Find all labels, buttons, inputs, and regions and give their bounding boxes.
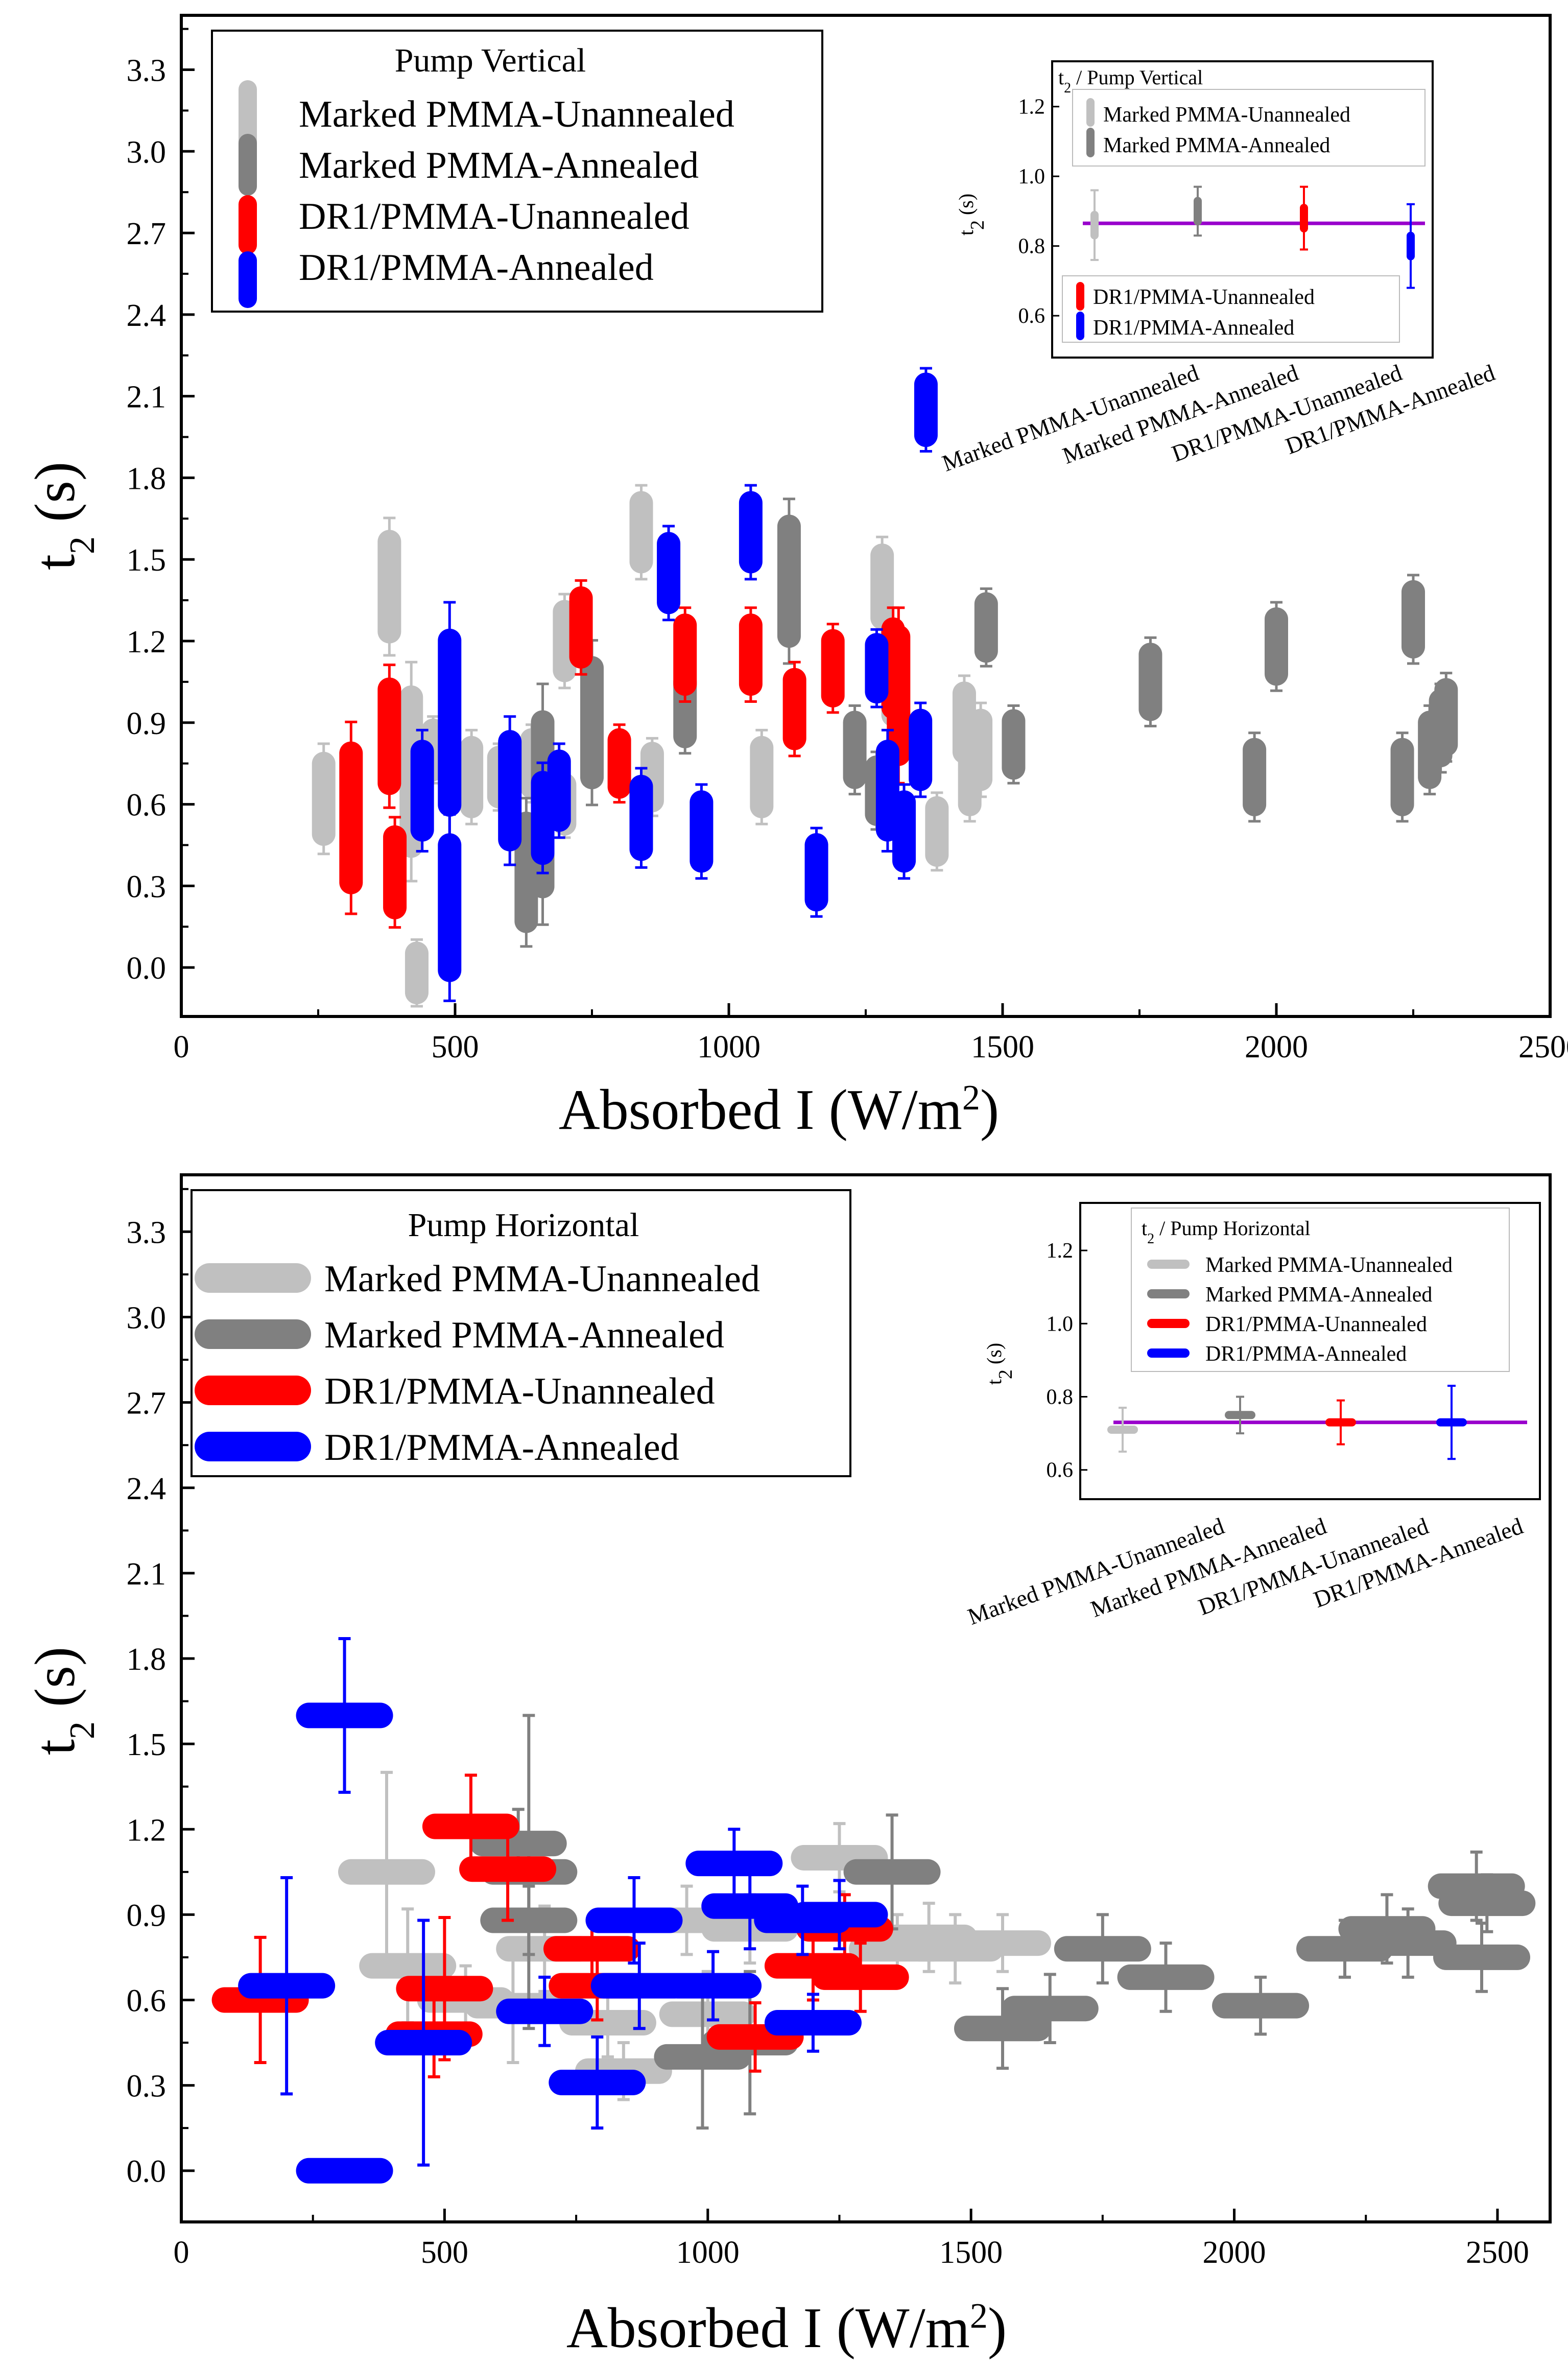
- x-tick-label: 2500: [1466, 2235, 1529, 2270]
- inset-legend-label: DR1/PMMA-Annealed: [1093, 316, 1294, 340]
- x-tick-label: 1500: [971, 1030, 1034, 1064]
- y-tick-label: 2.4: [127, 1472, 167, 1506]
- y-tick-label: 0.6: [127, 788, 167, 823]
- inset-legend-label: Marked PMMA-Unannealed: [1205, 1253, 1453, 1277]
- y-tick-label: 0.9: [127, 1898, 167, 1933]
- inset-category-labels: Marked PMMA-Unannealed Marked PMMA-Annea…: [939, 359, 1499, 476]
- inset-y-tick-label: 1.0: [1018, 165, 1046, 188]
- axis-ticks-bottom: 0 500 1000 1500 2000 2500 0.0 0.3 0.6 0.9 1.2 1.5 1.…: [127, 1188, 1529, 2270]
- y-tick-label: 2.1: [127, 1557, 167, 1592]
- legend-title: Pump Horizontal: [408, 1206, 639, 1244]
- x-tick-label: 2500: [1518, 1030, 1568, 1064]
- x-tick-label: 1000: [676, 2235, 740, 2270]
- inset-title: t2 / Pump Horizontal: [1142, 1217, 1311, 1247]
- data-marks-top: [312, 367, 1458, 1008]
- axis-ticks-top: 0 500 1000 1500 2000 2500 0.0 0.3 0.6 0.9 1.2 1.5 1.…: [127, 28, 1568, 1064]
- y-tick-label: 1.5: [127, 1727, 167, 1762]
- y-tick-label: 1.8: [127, 1642, 167, 1677]
- inset-legend-a: [1072, 89, 1426, 167]
- inset-y-axis-title: t2 (s): [955, 194, 988, 235]
- inset-legend-b: [1062, 275, 1400, 343]
- inset-ticks: 0.6 0.8 1.0 1.2: [1047, 1239, 1087, 1482]
- y-tick-label: 3.0: [127, 1301, 167, 1336]
- y-tick-label: 1.5: [127, 543, 167, 578]
- x-axis-title: Absorbed I (W/m2): [559, 1078, 999, 1142]
- inset-legend-label: DR1/PMMA-Unannealed: [1205, 1313, 1427, 1336]
- legend-box: [211, 30, 823, 313]
- y-tick-label: 1.2: [127, 625, 167, 659]
- inset-y-tick-label: 1.2: [1018, 96, 1046, 119]
- y-tick-label: 0.9: [127, 706, 167, 741]
- inset-pump-horizontal: 0.6 0.8 1.0 1.2 t2 / Pump Horizontal t2 (s)…: [964, 1202, 1541, 1630]
- x-tick-label: 1500: [939, 2235, 1003, 2270]
- inset-y-tick-label: 1.2: [1047, 1239, 1074, 1263]
- y-tick-label: 1.2: [127, 1813, 167, 1848]
- y-tick-label: 0.0: [127, 2155, 167, 2189]
- y-tick-label: 2.7: [127, 217, 167, 251]
- legend-label: Marked PMMA-Unannealed: [324, 1258, 760, 1300]
- y-tick-label: 3.3: [127, 54, 167, 88]
- legend-title: Pump Vertical: [395, 42, 586, 79]
- x-tick-label: 0: [174, 1030, 189, 1064]
- legend-label: Marked PMMA-Unannealed: [299, 93, 734, 135]
- y-tick-label: 0.6: [127, 1983, 167, 2018]
- data-marks-bottom: [211, 1637, 1536, 2184]
- inset-y-axis-title: t2 (s): [983, 1343, 1016, 1385]
- legend-label: Marked PMMA-Annealed: [299, 145, 699, 186]
- x-tick-label: 1000: [697, 1030, 761, 1064]
- inset-legend-label: Marked PMMA-Annealed: [1103, 134, 1330, 157]
- y-tick-label: 0.3: [127, 2069, 167, 2104]
- inset-marks: [1107, 1385, 1527, 1460]
- inset-legend-label: Marked PMMA-Unannealed: [1103, 103, 1350, 127]
- inset-legend-label: DR1/PMMA-Unannealed: [1093, 286, 1315, 309]
- legend-label: Marked PMMA-Annealed: [324, 1314, 724, 1356]
- chart-pump-vertical: 0 500 1000 1500 2000 2500 0.0 0.3 0.6 0.9 1.2 1.5 1.…: [23, 14, 1568, 1142]
- y-tick-label: 2.7: [127, 1386, 167, 1421]
- inset-marks: [1083, 185, 1425, 289]
- x-tick-label: 0: [174, 2235, 189, 2270]
- inset-legend-a: [1131, 1208, 1510, 1372]
- inset-title: t2 / Pump Vertical: [1058, 66, 1203, 96]
- y-axis-title: t2 (s): [23, 462, 102, 570]
- y-axis-title: t2 (s): [23, 1647, 102, 1755]
- x-tick-label: 500: [421, 2235, 468, 2270]
- y-tick-label: 2.1: [127, 380, 167, 415]
- inset-ticks: 0.6 0.8 1.0 1.2: [1018, 96, 1059, 328]
- y-tick-label: 0.3: [127, 869, 167, 904]
- legend-label: DR1/PMMA-Annealed: [324, 1427, 679, 1469]
- inset-y-tick-label: 0.6: [1047, 1459, 1074, 1482]
- inset-legend-label: DR1/PMMA-Annealed: [1205, 1342, 1407, 1366]
- x-tick-label: 500: [432, 1030, 479, 1064]
- inset-category-labels: Marked PMMA-Unannealed Marked PMMA-Annea…: [964, 1512, 1527, 1629]
- inset-y-tick-label: 0.6: [1018, 304, 1046, 328]
- plot-frame-bottom: [180, 1173, 1552, 2223]
- inset-legend-label: Marked PMMA-Annealed: [1205, 1283, 1432, 1307]
- y-tick-label: 2.4: [127, 298, 167, 333]
- x-tick-label: 2000: [1203, 2235, 1266, 2270]
- y-tick-label: 3.3: [127, 1215, 167, 1250]
- legend-label: DR1/PMMA-Annealed: [299, 247, 654, 289]
- inset-y-tick-label: 0.8: [1047, 1386, 1074, 1409]
- inset-y-tick-label: 1.0: [1047, 1312, 1074, 1336]
- legend: Pump Horizontal Marked PMMA-Unannealed M…: [191, 1189, 851, 1477]
- inset-pump-vertical: 0.6 0.8 1.0 1.2 t2 / Pump Vertical t2 (s) M…: [939, 60, 1499, 477]
- legend-label: DR1/PMMA-Unannealed: [299, 196, 690, 238]
- legend: Pump Vertical Marked PMMA-Unannealed Mar…: [211, 30, 823, 313]
- y-tick-label: 1.8: [127, 461, 167, 496]
- chart-pump-horizontal: 0 500 1000 1500 2000 2500 0.0 0.3 0.6 0.9 1.2 1.5 1.…: [23, 1173, 1552, 2360]
- inset-y-tick-label: 0.8: [1018, 235, 1046, 258]
- x-axis-title: Absorbed I (W/m2): [566, 2297, 1007, 2360]
- y-tick-label: 3.0: [127, 135, 167, 170]
- y-tick-label: 0.0: [127, 951, 167, 986]
- legend-label: DR1/PMMA-Unannealed: [324, 1370, 715, 1412]
- x-tick-label: 2000: [1245, 1030, 1308, 1064]
